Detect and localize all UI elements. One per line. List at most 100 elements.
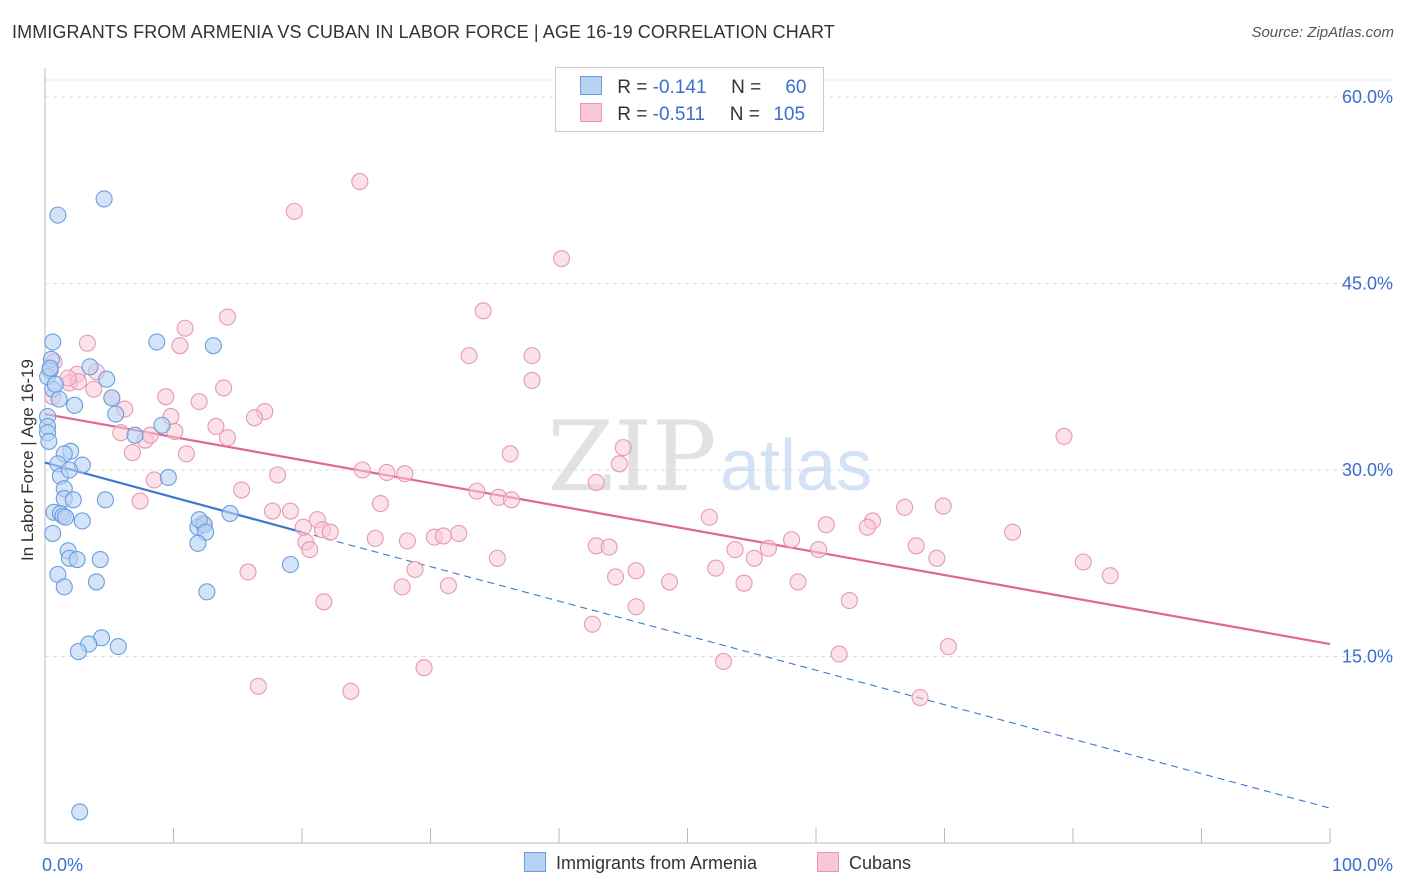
data-point-cubans: [553, 250, 571, 268]
data-point-armenia: [87, 573, 105, 591]
data-point-cubans: [207, 417, 225, 436]
data-point-armenia: [46, 375, 64, 393]
data-point-armenia: [91, 550, 109, 569]
data-point-cubans: [396, 465, 414, 483]
data-point-cubans: [342, 682, 360, 700]
data-point-armenia: [44, 333, 62, 351]
data-point-armenia: [44, 524, 62, 542]
series-armenia: [39, 190, 299, 821]
data-point-cubans: [239, 563, 257, 581]
trend-line-cubans: [44, 412, 1331, 646]
data-point-armenia: [55, 578, 73, 596]
data-point-armenia: [64, 491, 82, 509]
data-point-cubans: [928, 549, 946, 567]
data-point-cubans: [627, 562, 645, 580]
data-point-cubans: [145, 471, 163, 489]
data-point-armenia: [73, 512, 91, 530]
trend-line-armenia-extrapolated: [301, 531, 1331, 809]
legend-swatch-armenia: [580, 76, 602, 95]
data-point-cubans: [171, 337, 189, 355]
data-point-cubans: [415, 659, 433, 677]
data-point-armenia: [40, 432, 58, 450]
data-point-cubans: [714, 652, 733, 671]
data-point-armenia: [153, 416, 171, 434]
data-point-armenia: [281, 555, 299, 574]
x-tick-label: 0.0%: [42, 855, 83, 875]
data-point-cubans: [190, 393, 208, 411]
data-point-cubans: [434, 527, 452, 545]
y-tick-label: 45.0%: [1342, 274, 1393, 294]
data-point-cubans: [281, 502, 299, 520]
data-point-cubans: [301, 541, 319, 559]
bottom-legend-label-cubans: Cubans: [849, 853, 912, 873]
data-point-armenia: [69, 642, 87, 661]
r-label: R =: [617, 104, 653, 125]
data-point-cubans: [759, 539, 778, 557]
data-point-cubans: [789, 573, 807, 591]
data-point-cubans: [726, 541, 744, 559]
data-point-armenia: [204, 337, 222, 355]
data-point-cubans: [810, 541, 828, 559]
data-point-armenia: [107, 405, 125, 423]
n-label: N =: [731, 77, 767, 98]
data-point-armenia: [66, 396, 84, 414]
data-point-cubans: [502, 491, 521, 509]
data-point-cubans: [177, 445, 195, 463]
trend-lines: [44, 412, 1331, 809]
watermark-zip: ZIP: [547, 401, 716, 513]
data-point-cubans: [627, 598, 645, 616]
data-point-cubans: [523, 371, 541, 390]
data-point-cubans: [460, 347, 478, 365]
data-point-cubans: [1055, 427, 1073, 445]
data-point-armenia: [189, 534, 207, 552]
data-point-armenia: [50, 390, 68, 408]
data-point-cubans: [858, 518, 876, 536]
data-point-cubans: [393, 578, 411, 596]
data-point-cubans: [735, 574, 753, 592]
y-tick-label: 15.0%: [1342, 647, 1393, 667]
data-point-cubans: [1074, 553, 1092, 571]
data-point-cubans: [939, 638, 957, 656]
data-point-cubans: [285, 202, 303, 220]
data-point-cubans: [245, 409, 264, 427]
data-point-armenia: [81, 358, 99, 376]
data-point-cubans: [78, 334, 96, 352]
data-point-armenia: [221, 504, 239, 523]
r-value: -0.141: [652, 77, 707, 98]
data-point-cubans: [366, 529, 384, 547]
data-point-armenia: [198, 583, 216, 601]
data-point-cubans: [269, 466, 287, 484]
data-point-cubans: [783, 531, 801, 549]
data-point-cubans: [406, 560, 424, 579]
data-point-cubans: [600, 538, 618, 556]
trend-line-armenia: [44, 461, 303, 534]
chart-title: IMMIGRANTS FROM ARMENIA VS CUBAN IN LABO…: [12, 22, 835, 42]
legend-row-armenia: R = -0.141 N = 60: [580, 76, 806, 100]
data-point-armenia: [96, 491, 114, 509]
stats-legend: R = -0.141 N = 60 R = -0.511 N = 105: [555, 67, 824, 132]
r-label: R =: [617, 77, 653, 98]
data-point-armenia: [109, 638, 127, 656]
data-point-cubans: [606, 568, 625, 586]
bottom-legend-armenia: Immigrants from Armenia: [524, 852, 757, 874]
data-point-cubans: [474, 302, 492, 320]
data-point-cubans: [353, 461, 371, 479]
data-point-cubans: [215, 379, 233, 397]
data-point-cubans: [1101, 567, 1119, 585]
data-point-cubans: [157, 388, 175, 406]
data-point-cubans: [450, 524, 468, 542]
data-point-cubans: [840, 591, 858, 610]
bottom-legend-cubans: Cubans: [817, 852, 911, 874]
legend-row-cubans: R = -0.511 N = 105: [580, 103, 805, 127]
data-point-cubans: [488, 549, 506, 567]
data-point-cubans: [439, 577, 458, 595]
data-point-cubans: [907, 537, 925, 555]
data-point-armenia: [68, 550, 86, 569]
y-axis-title: In Labor Force | Age 16-19: [18, 359, 37, 561]
n-label: N =: [729, 104, 766, 125]
data-point-armenia: [41, 359, 59, 377]
data-point-cubans: [934, 497, 952, 515]
data-point-armenia: [49, 206, 67, 224]
x-tick-label: 100.0%: [1332, 855, 1393, 875]
